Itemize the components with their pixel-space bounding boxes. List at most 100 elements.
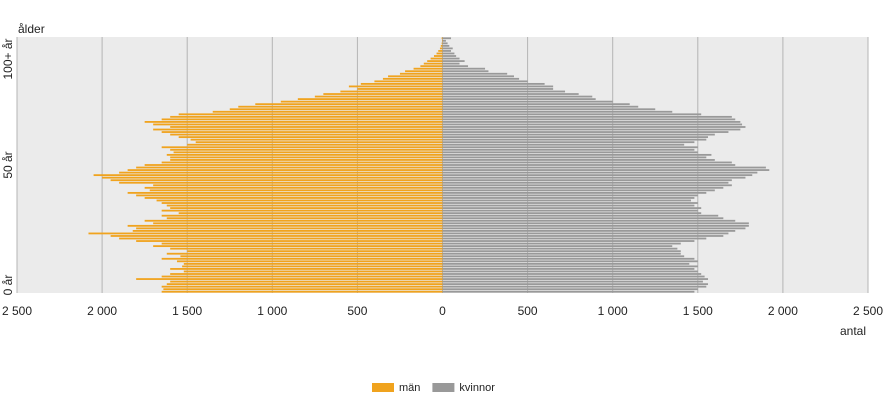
bar: [442, 222, 749, 225]
bar: [442, 189, 715, 192]
bar: [442, 93, 579, 95]
legend-swatch: [432, 383, 455, 392]
bar: [442, 72, 508, 75]
bar: [438, 50, 443, 52]
bar: [441, 39, 443, 42]
bar: [442, 270, 698, 273]
bar: [442, 37, 452, 40]
bar: [161, 161, 443, 164]
bar: [442, 153, 712, 156]
bar: [132, 230, 443, 232]
bar: [442, 62, 460, 65]
bar: [127, 169, 443, 171]
bar: [442, 115, 732, 118]
bar: [442, 85, 554, 88]
bar: [441, 42, 443, 45]
bar: [170, 268, 443, 270]
bar: [442, 250, 681, 253]
bar: [442, 283, 709, 286]
bar: [442, 217, 724, 220]
x-tick-label: 0: [439, 304, 446, 318]
bar: [442, 227, 746, 230]
bar: [442, 151, 698, 154]
bar: [442, 290, 695, 293]
bar: [436, 52, 443, 55]
bar: [442, 131, 729, 133]
bar: [442, 123, 743, 126]
bar: [442, 273, 702, 275]
bar: [178, 113, 443, 116]
bar: [166, 283, 443, 286]
bar: [161, 131, 443, 133]
bar: [427, 60, 443, 62]
bar: [442, 90, 566, 93]
bar: [442, 252, 681, 255]
bar: [442, 181, 729, 184]
bar: [153, 222, 443, 225]
bar: [119, 171, 443, 174]
bar: [314, 95, 443, 98]
bar: [442, 42, 448, 45]
bar: [442, 184, 732, 187]
bar: [127, 224, 443, 227]
bar: [119, 237, 443, 240]
x-tick-label: 500: [347, 304, 367, 318]
bar: [170, 159, 443, 161]
bar: [170, 247, 443, 250]
bar: [442, 245, 673, 248]
bar: [170, 280, 443, 283]
bar: [229, 108, 443, 111]
bar: [178, 136, 443, 139]
bar: [430, 57, 443, 60]
bar: [88, 232, 443, 235]
bar: [442, 237, 707, 240]
bar: [161, 275, 443, 278]
bar: [144, 219, 443, 222]
bar: [180, 255, 443, 258]
bar: [161, 214, 443, 217]
bar: [323, 93, 443, 95]
bar: [442, 204, 695, 207]
bar: [423, 62, 443, 65]
bar: [442, 156, 707, 159]
bar: [442, 212, 702, 215]
bar: [413, 67, 443, 70]
legend-label: kvinnor: [459, 382, 495, 394]
bar: [102, 176, 443, 179]
bar: [280, 100, 443, 103]
x-tick-label: 1 500: [683, 304, 713, 318]
bar: [442, 143, 685, 146]
x-tick-label: 1 000: [598, 304, 628, 318]
bar: [442, 166, 766, 169]
bar: [156, 199, 443, 202]
bar: [442, 285, 707, 288]
bar: [442, 128, 741, 131]
bar: [442, 44, 450, 47]
bar: [442, 242, 681, 245]
bar: [161, 146, 443, 149]
bar: [442, 67, 486, 70]
y-tick-label: 50 år: [1, 151, 15, 178]
y-axis-title: ålder: [18, 22, 45, 36]
bar: [136, 240, 443, 242]
bar: [442, 113, 702, 116]
bar: [176, 260, 443, 263]
bar: [442, 77, 520, 80]
bar: [442, 280, 703, 283]
bar: [442, 262, 690, 265]
bar: [170, 156, 443, 159]
bar: [442, 39, 446, 42]
bar: [442, 161, 732, 164]
bar: [374, 80, 443, 83]
bar: [170, 133, 443, 136]
bar: [442, 209, 698, 212]
bar: [442, 224, 749, 227]
bar: [110, 235, 443, 237]
bar: [442, 207, 702, 209]
bar: [166, 252, 443, 255]
x-tick-label: 2 000: [768, 304, 798, 318]
bar: [442, 70, 489, 73]
x-tick-label: 1 500: [172, 304, 202, 318]
bar: [195, 141, 443, 144]
